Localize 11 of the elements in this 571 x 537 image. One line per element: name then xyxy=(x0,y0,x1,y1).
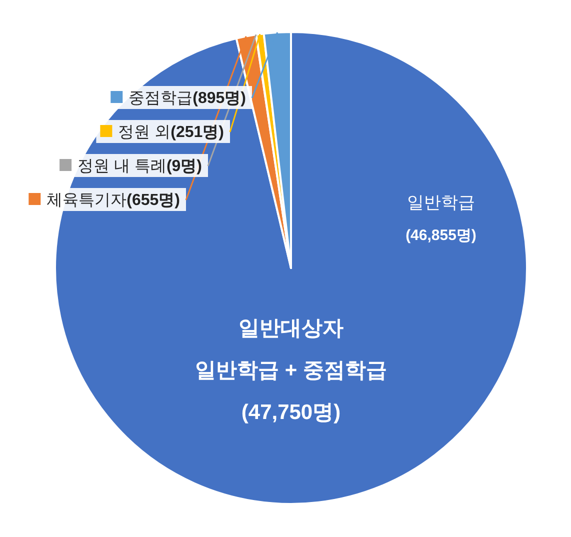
data-label: (895명) xyxy=(192,90,246,107)
slice-label: 일반학급 xyxy=(407,193,475,212)
data-label: (251명) xyxy=(170,124,224,141)
legend-label: 중점학급 xyxy=(128,90,193,107)
legend-label: 정원 내 특례 xyxy=(78,158,166,175)
legend-label: 체육특기자 xyxy=(46,192,127,209)
legend-label: 정원 외 xyxy=(118,124,171,141)
text: 일반대상자 일반학급 + 중점학급 (47,750명) xyxy=(195,317,387,424)
data-label: (9명) xyxy=(166,158,202,175)
data-label: (46,855명) xyxy=(406,227,476,244)
data-label: (655명) xyxy=(126,192,180,209)
